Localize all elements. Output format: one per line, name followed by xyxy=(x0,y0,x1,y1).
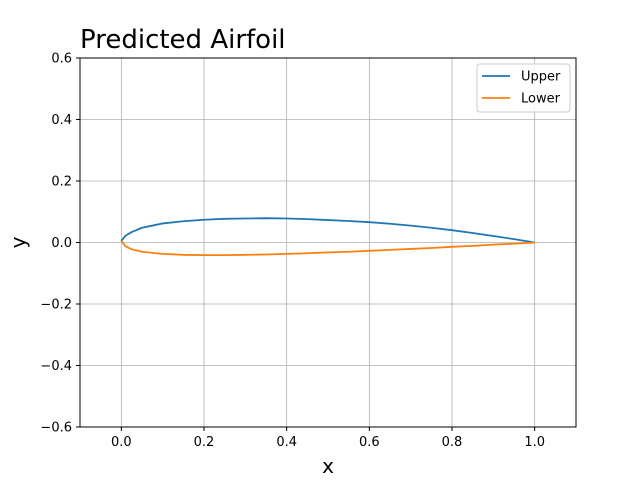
x-axis-label: x xyxy=(322,454,334,478)
x-tick-label: 1.0 xyxy=(524,435,545,450)
y-tick-label: −0.4 xyxy=(40,359,72,374)
x-tick-label: 0.6 xyxy=(359,435,380,450)
legend-label-lower: Lower xyxy=(521,92,561,107)
y-tick-label: 0.6 xyxy=(51,52,72,67)
grid xyxy=(80,57,576,428)
y-tick-label: −0.6 xyxy=(40,421,72,436)
x-tick-label: 0.4 xyxy=(276,435,297,450)
series-line-upper xyxy=(120,217,535,244)
chart-title: Predicted Airfoil xyxy=(80,25,286,55)
legend: Upper Lower xyxy=(476,63,571,113)
y-tick-label: 0.4 xyxy=(51,113,72,128)
x-tick-label: 0.0 xyxy=(111,435,132,450)
x-tick-label: 0.2 xyxy=(194,435,215,450)
series-line-lower xyxy=(120,240,535,257)
y-tick-label: 0.0 xyxy=(51,236,72,251)
legend-label-upper: Upper xyxy=(521,70,561,85)
y-tick-label: −0.2 xyxy=(40,298,72,313)
ticks: 0.0 0.2 0.4 0.6 0.8 1.0 −0.6 −0.4 −0.2 0.0 0.2 0.4 0… xyxy=(40,52,545,451)
x-tick-label: 0.8 xyxy=(442,435,463,450)
plot-area xyxy=(120,217,535,257)
y-tick-label: 0.2 xyxy=(51,175,72,190)
y-axis-label: y xyxy=(6,236,30,248)
